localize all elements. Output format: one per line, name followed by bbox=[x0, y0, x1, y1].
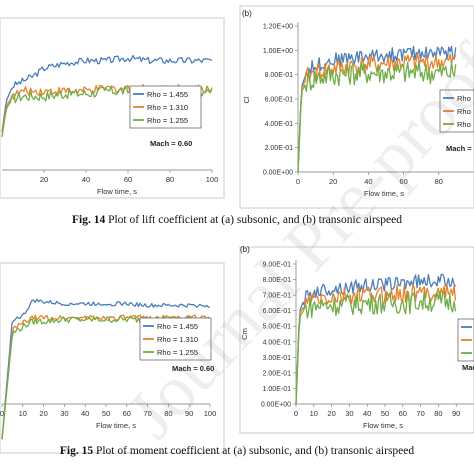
fig14-caption-text: Plot of lift coefficient at (a) subsonic… bbox=[105, 214, 402, 226]
x-axis-title: Flow time, s bbox=[96, 421, 136, 430]
series-line-1 bbox=[295, 273, 457, 405]
panel-frame bbox=[239, 5, 474, 209]
y-tick-label: 6.00E-01 bbox=[263, 308, 292, 315]
legend-label-2: Rho = 1.310 bbox=[147, 103, 188, 112]
x-tick-label: 0 bbox=[0, 409, 4, 418]
panel-label: (b) bbox=[242, 9, 252, 18]
chart-panel-1: 20 40 60 80 100 Flow time, s Rho = 1.455 Rho = … bbox=[0, 17, 225, 199]
x-tick-label: 70 bbox=[416, 409, 424, 418]
x-tick-label: 20 bbox=[327, 409, 335, 418]
y-tick-label: 9.00E-01 bbox=[263, 262, 292, 269]
x-tick-label: 20 bbox=[39, 409, 47, 418]
mach-annotation: Mach = bbox=[446, 144, 472, 153]
legend-label-1: Rho = 1.455 bbox=[147, 90, 188, 99]
x-tick-label: 70 bbox=[143, 409, 151, 418]
x-tick-label: 20 bbox=[40, 175, 48, 184]
x-tick-label: 60 bbox=[124, 175, 132, 184]
y-tick-label: 0.00E+00 bbox=[261, 402, 291, 409]
y-tick-label: 1.00E+00 bbox=[263, 48, 293, 55]
fig15-caption: Fig. 15 Plot of moment coefficient at (a… bbox=[0, 445, 474, 457]
x-tick-label: 40 bbox=[82, 175, 90, 184]
y-axis-title: Cl bbox=[242, 96, 251, 103]
series-line-3 bbox=[297, 61, 457, 173]
y-tick-label: 4.00E-01 bbox=[263, 339, 292, 346]
x-tick-label: 40 bbox=[81, 409, 89, 418]
x-tick-label: 80 bbox=[166, 175, 174, 184]
x-tick-label: 60 bbox=[123, 409, 131, 418]
series-line-1 bbox=[1, 298, 210, 440]
x-tick-label: 30 bbox=[345, 409, 353, 418]
mach-annotation: Mach = 0.60 bbox=[150, 139, 192, 148]
x-tick-label: 10 bbox=[310, 409, 318, 418]
series-line-3 bbox=[295, 290, 457, 405]
mach-annotation: Mac bbox=[462, 363, 474, 372]
x-tick-label: 50 bbox=[381, 409, 389, 418]
y-tick-label: 6.00E-01 bbox=[265, 97, 294, 104]
series-line-2 bbox=[295, 283, 457, 405]
x-tick-label: 80 bbox=[164, 409, 172, 418]
x-tick-label: 0 bbox=[294, 409, 298, 418]
legend-label-3: Rho bbox=[457, 120, 471, 129]
x-tick-label: 90 bbox=[185, 409, 193, 418]
fig15-caption-label: Fig. 15 bbox=[59, 445, 94, 457]
panel-frame bbox=[239, 246, 474, 434]
x-axis-title: Flow time, s bbox=[363, 421, 403, 430]
x-tick-label: 50 bbox=[102, 409, 110, 418]
legend-label-2: Rho bbox=[457, 107, 471, 116]
fig14-caption-label: Fig. 14 bbox=[71, 214, 106, 226]
y-axis-title: Cm bbox=[240, 328, 249, 340]
x-tick-label: 100 bbox=[206, 175, 219, 184]
x-tick-label: 80 bbox=[435, 177, 443, 186]
y-tick-label: 3.00E-01 bbox=[263, 355, 292, 362]
y-tick-label: 7.00E-01 bbox=[263, 293, 292, 300]
x-tick-label: 80 bbox=[434, 409, 442, 418]
legend-label-2: Rho = 1.310 bbox=[157, 335, 198, 344]
legend-label-3: Rho = 1.255 bbox=[147, 116, 188, 125]
x-axis-title: Flow time, s bbox=[97, 187, 137, 196]
x-tick-label: 90 bbox=[452, 409, 460, 418]
y-tick-label: 4.00E-01 bbox=[265, 121, 294, 128]
legend-label-3: Rho = 1.255 bbox=[157, 348, 198, 357]
x-tick-label: 40 bbox=[364, 177, 372, 186]
chart-panel-2: (b) 0.00E+00 2.00E-01 4.00E-01 6.00E-01 8.00E… bbox=[239, 5, 474, 209]
y-tick-label: 2.00E-01 bbox=[263, 370, 292, 377]
y-tick-label: 5.00E-01 bbox=[263, 324, 292, 331]
x-tick-label: 0 bbox=[296, 177, 300, 186]
x-axis-title: Flow time, s bbox=[364, 189, 404, 198]
panel-label: (b) bbox=[240, 245, 250, 254]
x-tick-label: 100 bbox=[204, 409, 217, 418]
y-tick-label: 0.00E+00 bbox=[263, 170, 293, 177]
x-tick-label: 60 bbox=[399, 409, 407, 418]
x-tick-label: 20 bbox=[329, 177, 337, 186]
y-tick-label: 1.00E-01 bbox=[263, 386, 292, 393]
x-tick-label: 10 bbox=[19, 409, 27, 418]
x-tick-label: 40 bbox=[363, 409, 371, 418]
y-tick-label: 1.20E+00 bbox=[263, 24, 293, 31]
x-tick-label: 60 bbox=[399, 177, 407, 186]
fig15-caption-text: Plot of moment coefficient at (a) subson… bbox=[93, 445, 415, 457]
fig14-caption: Fig. 14 Plot of lift coefficient at (a) … bbox=[0, 214, 474, 226]
series-line-1 bbox=[1, 54, 213, 132]
legend-label-1: Rho bbox=[457, 94, 471, 103]
chart-panel-3: 0 10 20 30 40 50 60 70 80 90 100 Flow time, s Rho = … bbox=[0, 262, 225, 454]
chart-panel-4: (b) 0.00E+00 1.00E-01 2.00E-01 3.00E-01 4.00E… bbox=[239, 245, 474, 434]
y-tick-label: 8.00E-01 bbox=[263, 277, 292, 284]
mach-annotation: Mach = 0.60 bbox=[172, 364, 214, 373]
y-tick-label: 8.00E-01 bbox=[265, 72, 294, 79]
y-tick-label: 2.00E-01 bbox=[265, 145, 294, 152]
legend-label-1: Rho = 1.455 bbox=[157, 322, 198, 331]
x-tick-label: 30 bbox=[60, 409, 68, 418]
